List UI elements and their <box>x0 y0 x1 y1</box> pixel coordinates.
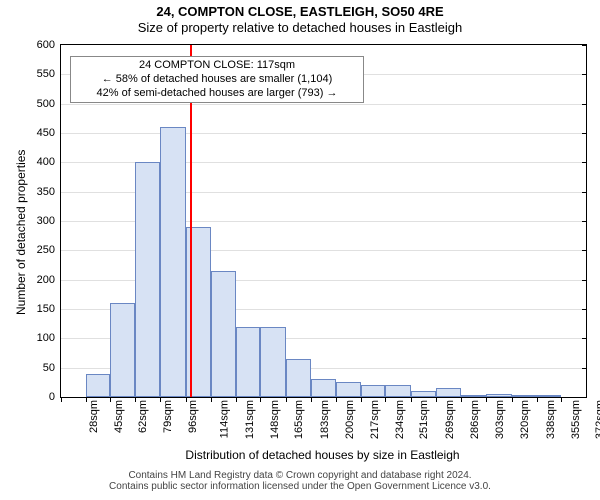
y-tick-mark <box>582 221 587 222</box>
y-tick-mark <box>582 104 587 105</box>
y-tick-mark <box>582 133 587 134</box>
y-tick-label: 250 <box>37 244 55 256</box>
x-tick-mark <box>186 397 187 402</box>
x-tick-mark <box>561 397 562 402</box>
y-tick-mark <box>582 74 587 75</box>
y-tick-label: 350 <box>37 186 55 198</box>
x-axis-label: Distribution of detached houses by size … <box>60 448 585 462</box>
x-tick-mark <box>411 397 412 402</box>
x-tick-mark <box>385 397 386 402</box>
histogram-bar <box>361 385 386 397</box>
histogram-bar <box>461 395 486 397</box>
histogram-bar <box>311 379 336 397</box>
y-tick-mark <box>582 162 587 163</box>
y-tick-label: 450 <box>37 127 55 139</box>
x-tick-mark <box>211 397 212 402</box>
x-tick-label: 286sqm <box>469 400 481 439</box>
y-tick-mark <box>582 280 587 281</box>
histogram-bar <box>486 394 512 397</box>
histogram-bar <box>160 127 186 397</box>
footer-line-1: Contains HM Land Registry data © Crown c… <box>0 470 600 481</box>
y-tick-label: 0 <box>49 391 55 403</box>
histogram-bar <box>135 162 160 397</box>
x-tick-label: 338sqm <box>545 400 557 439</box>
x-tick-mark <box>461 397 462 402</box>
y-tick-mark <box>582 250 587 251</box>
y-tick-label: 300 <box>37 215 55 227</box>
x-tick-label: 79sqm <box>162 400 174 433</box>
histogram-bar <box>110 303 135 397</box>
histogram-bar <box>86 374 111 397</box>
x-tick-mark <box>336 397 337 402</box>
x-tick-mark <box>537 397 538 402</box>
y-tick-mark <box>582 397 587 398</box>
x-tick-mark <box>486 397 487 402</box>
histogram-bar <box>336 382 361 397</box>
x-tick-label: 320sqm <box>519 400 531 439</box>
y-tick-mark <box>582 45 587 46</box>
histogram-bar <box>512 395 537 397</box>
y-tick-mark <box>582 368 587 369</box>
x-tick-mark <box>135 397 136 402</box>
x-tick-mark <box>311 397 312 402</box>
histogram-bar <box>411 391 436 397</box>
x-tick-label: 62sqm <box>137 400 149 433</box>
x-tick-mark <box>286 397 287 402</box>
x-tick-label: 148sqm <box>269 400 281 439</box>
x-tick-mark <box>436 397 437 402</box>
x-tick-label: 372sqm <box>594 400 600 439</box>
x-tick-label: 251sqm <box>418 400 430 439</box>
callout-box: 24 COMPTON CLOSE: 117sqm← 58% of detache… <box>70 56 364 103</box>
page-title: 24, COMPTON CLOSE, EASTLEIGH, SO50 4RE <box>0 0 600 20</box>
histogram-bar <box>385 385 411 397</box>
y-tick-label: 500 <box>37 98 55 110</box>
callout-line: ← 58% of detached houses are smaller (1,… <box>77 73 357 87</box>
x-tick-label: 45sqm <box>113 400 125 433</box>
y-tick-label: 600 <box>37 39 55 51</box>
x-tick-label: 355sqm <box>570 400 582 439</box>
gridline <box>61 133 586 134</box>
x-tick-label: 114sqm <box>218 400 230 438</box>
y-tick-label: 150 <box>37 303 55 315</box>
y-tick-label: 100 <box>37 332 55 344</box>
histogram-bar <box>286 359 311 397</box>
y-tick-label: 50 <box>43 362 55 374</box>
x-tick-label: 131sqm <box>244 400 256 439</box>
x-tick-label: 200sqm <box>344 400 356 439</box>
x-tick-mark <box>61 397 62 402</box>
footer: Contains HM Land Registry data © Crown c… <box>0 470 600 492</box>
x-tick-label: 165sqm <box>293 400 305 439</box>
x-tick-mark <box>236 397 237 402</box>
y-tick-mark <box>582 338 587 339</box>
x-tick-mark <box>160 397 161 402</box>
callout-line: 24 COMPTON CLOSE: 117sqm <box>77 59 357 73</box>
x-tick-label: 183sqm <box>320 400 332 439</box>
y-axis-label: Number of detached properties <box>14 150 28 315</box>
histogram-bar <box>260 327 286 397</box>
footer-line-2: Contains public sector information licen… <box>0 481 600 492</box>
y-tick-mark <box>582 192 587 193</box>
x-tick-mark <box>86 397 87 402</box>
gridline <box>61 104 586 105</box>
x-tick-mark <box>512 397 513 402</box>
x-tick-label: 269sqm <box>445 400 457 439</box>
page-subtitle: Size of property relative to detached ho… <box>0 20 600 36</box>
x-tick-label: 217sqm <box>369 400 381 439</box>
histogram-bar <box>537 395 562 397</box>
x-tick-mark <box>260 397 261 402</box>
histogram-bar <box>211 271 236 397</box>
histogram-bar <box>236 327 261 397</box>
callout-line: 42% of semi-detached houses are larger (… <box>77 87 357 101</box>
x-tick-label: 96sqm <box>187 400 199 433</box>
x-tick-mark <box>110 397 111 402</box>
y-tick-label: 550 <box>37 68 55 80</box>
x-tick-label: 234sqm <box>394 400 406 439</box>
x-tick-label: 303sqm <box>494 400 506 439</box>
x-tick-label: 28sqm <box>88 400 100 433</box>
histogram-bar <box>436 388 461 397</box>
y-tick-label: 400 <box>37 156 55 168</box>
y-tick-label: 200 <box>37 274 55 286</box>
y-tick-mark <box>582 309 587 310</box>
x-tick-mark <box>361 397 362 402</box>
